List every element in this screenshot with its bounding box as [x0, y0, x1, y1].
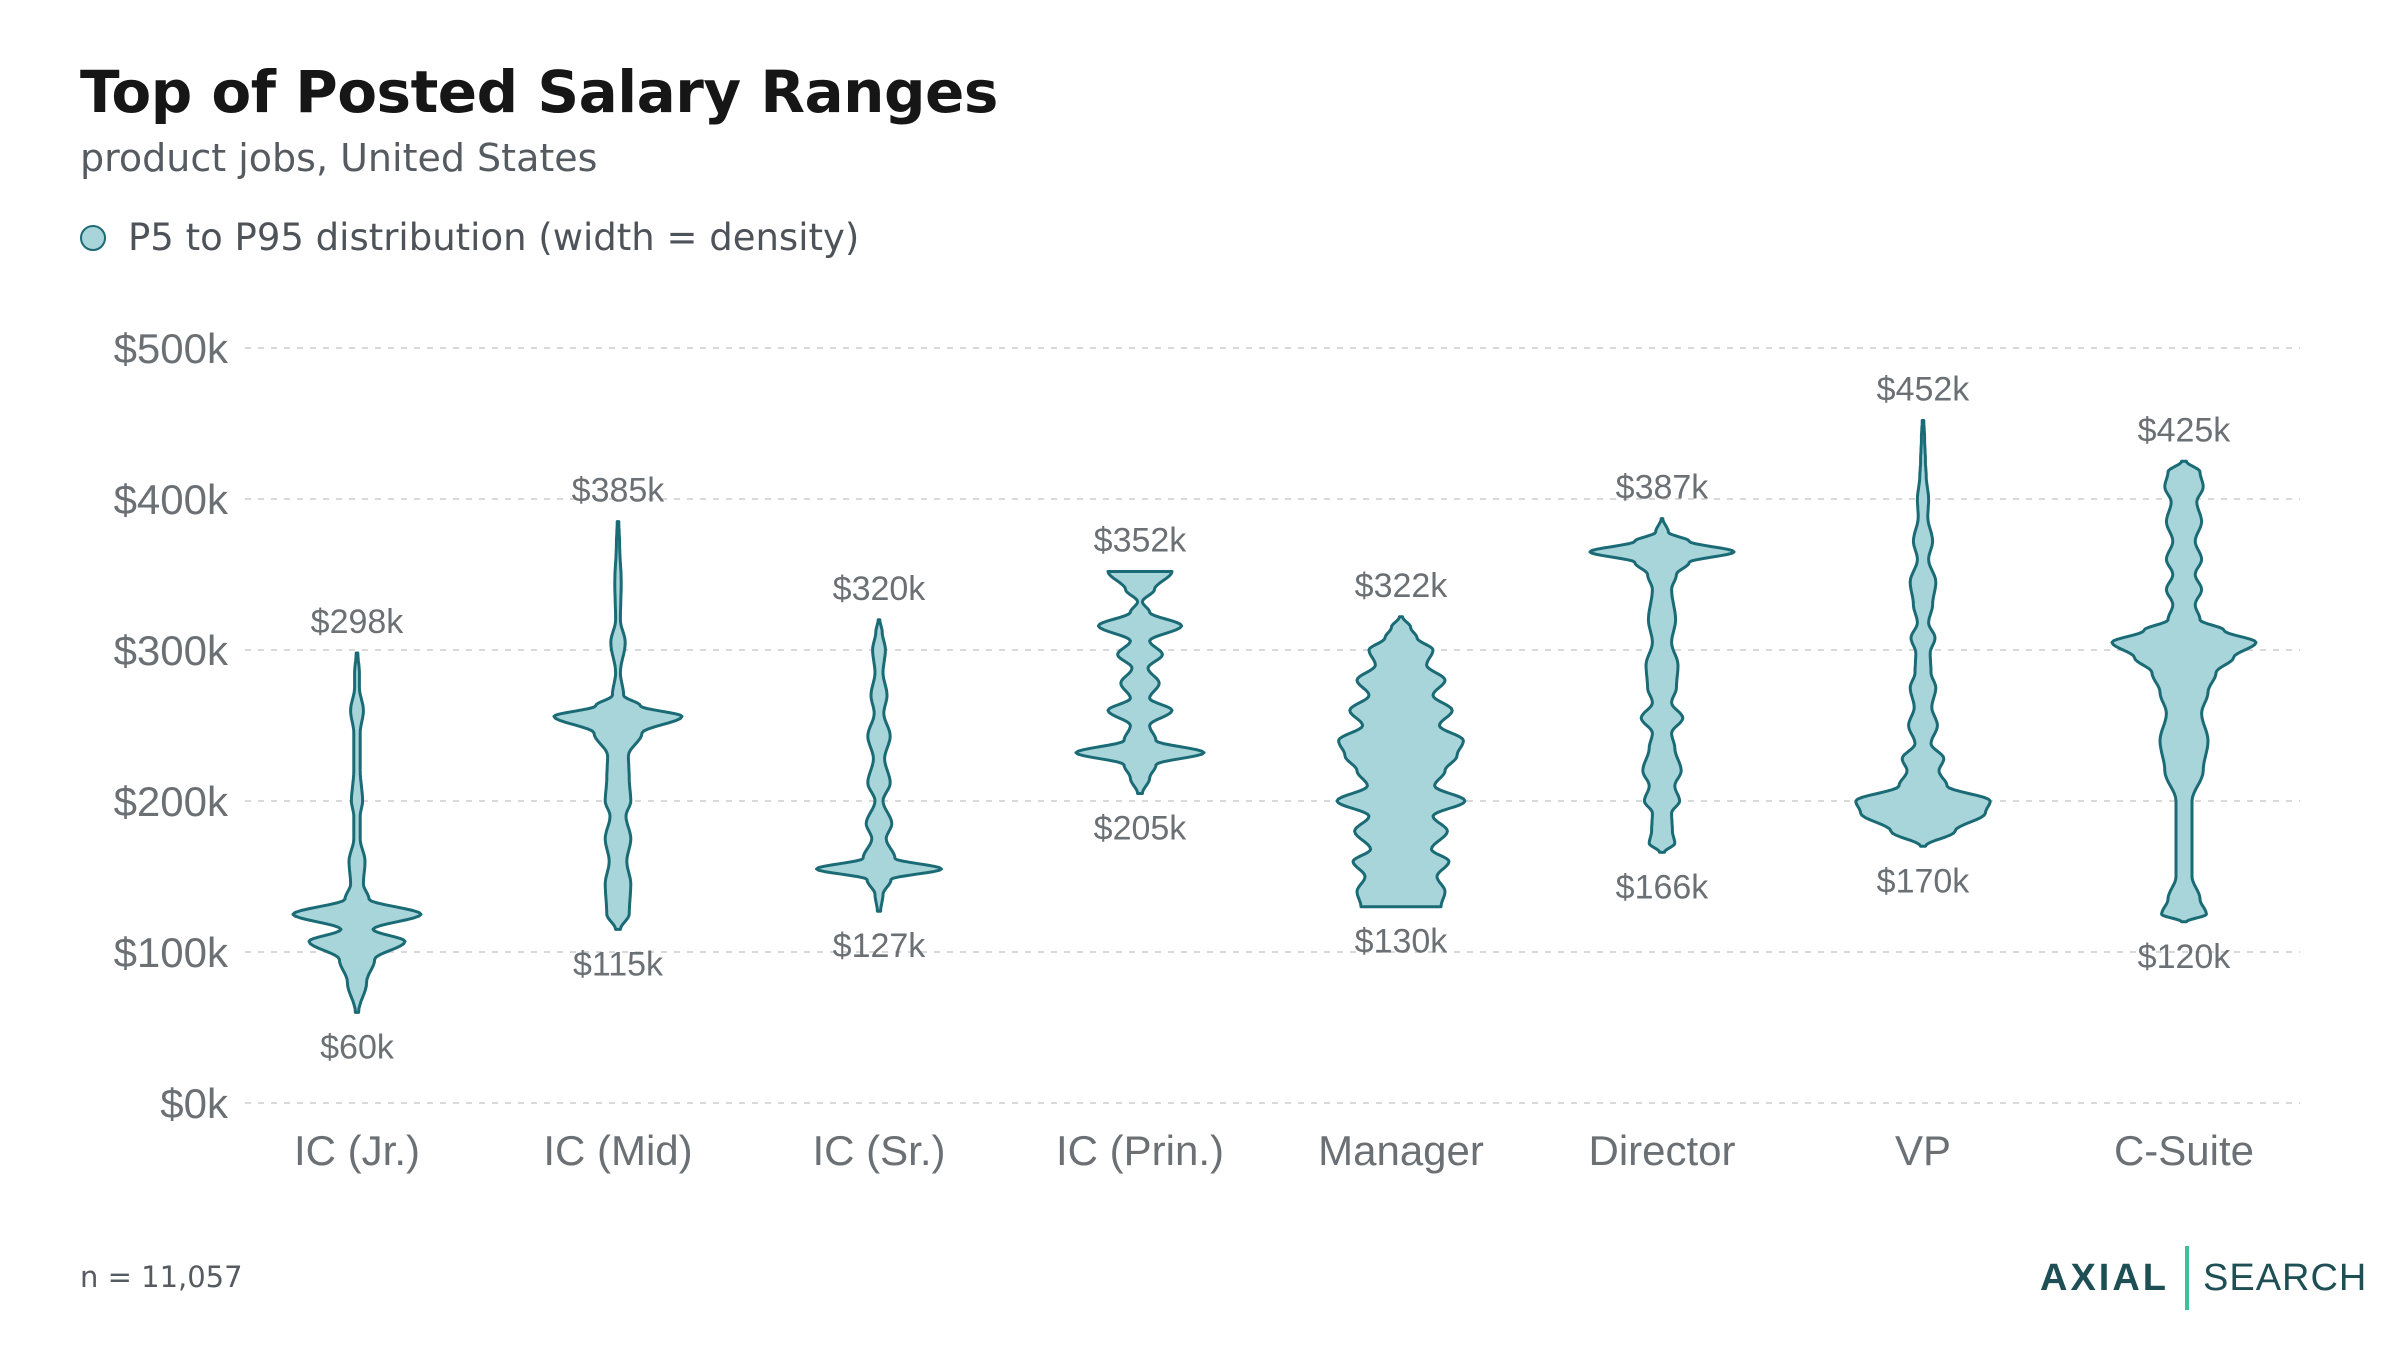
brand-wordmark-right: SEARCH	[2203, 1256, 2368, 1299]
chart-subtitle: product jobs, United States	[80, 136, 598, 180]
violin-ic-prin	[1074, 569, 1206, 795]
y-axis-ticks: $0k $100k $200k $300k $400k $500k	[114, 325, 229, 1127]
max-value-label: $452k	[1877, 370, 1971, 408]
x-category-label: C-Suite	[2114, 1127, 2254, 1174]
min-value-label: $115k	[573, 945, 664, 983]
y-tick-label: $100k	[114, 929, 229, 976]
violin-manager	[1335, 615, 1467, 909]
legend-label: P5 to P95 distribution (width = density)	[128, 216, 860, 259]
chart-title: Top of Posted Salary Ranges	[80, 58, 998, 126]
gridlines	[245, 347, 2300, 1104]
violin-ic-sr	[815, 618, 943, 913]
violin-director	[1588, 517, 1736, 854]
legend-swatch	[80, 224, 106, 251]
sample-size-note: n = 11,057	[80, 1260, 243, 1294]
y-tick-label: $400k	[114, 476, 229, 523]
violin-c-suite	[2110, 459, 2258, 924]
x-category-label: IC (Sr.)	[813, 1127, 946, 1174]
max-value-label: $425k	[2138, 411, 2232, 449]
max-value-label: $298k	[311, 603, 405, 641]
y-tick-label: $300k	[114, 627, 229, 674]
x-category-label: VP	[1895, 1127, 1951, 1174]
violin-vp	[1854, 418, 1992, 848]
min-value-label: $130k	[1355, 923, 1449, 961]
min-value-label: $205k	[1094, 809, 1188, 847]
x-category-label: IC (Prin.)	[1056, 1127, 1224, 1174]
x-category-label: Manager	[1318, 1127, 1484, 1174]
brand-divider	[2185, 1246, 2189, 1310]
max-value-label: $387k	[1616, 469, 1710, 507]
x-axis-categories: IC (Jr.) IC (Mid) IC (Sr.) IC (Prin.) Manage…	[294, 1127, 2254, 1174]
brand-wordmark-left: AXIAL	[2040, 1256, 2169, 1299]
violin-ic-jr	[291, 651, 423, 1014]
min-value-label: $166k	[1616, 868, 1710, 906]
min-value-label: $60k	[320, 1028, 395, 1066]
x-category-label: IC (Jr.)	[294, 1127, 420, 1174]
brand-logo: AXIAL SEARCH	[2040, 1245, 2367, 1311]
max-value-label: $322k	[1355, 567, 1449, 605]
max-value-label: $385k	[572, 472, 666, 510]
violin-ic-mid	[552, 520, 684, 931]
y-tick-label: $500k	[114, 325, 229, 372]
y-tick-label: $200k	[114, 778, 229, 825]
x-category-label: Director	[1588, 1127, 1735, 1174]
max-value-label: $352k	[1094, 521, 1188, 559]
y-tick-label: $0k	[160, 1080, 229, 1127]
min-value-label: $170k	[1877, 862, 1971, 900]
max-value-label: $320k	[833, 570, 927, 608]
x-category-label: IC (Mid)	[543, 1127, 692, 1174]
value-labels: $298k $60k $385k $115k $320k $127k $352k $205k $…	[311, 370, 2232, 1066]
violins	[291, 418, 2258, 1014]
min-value-label: $120k	[2138, 938, 2232, 976]
min-value-label: $127k	[833, 927, 927, 965]
legend: P5 to P95 distribution (width = density)	[80, 216, 859, 259]
